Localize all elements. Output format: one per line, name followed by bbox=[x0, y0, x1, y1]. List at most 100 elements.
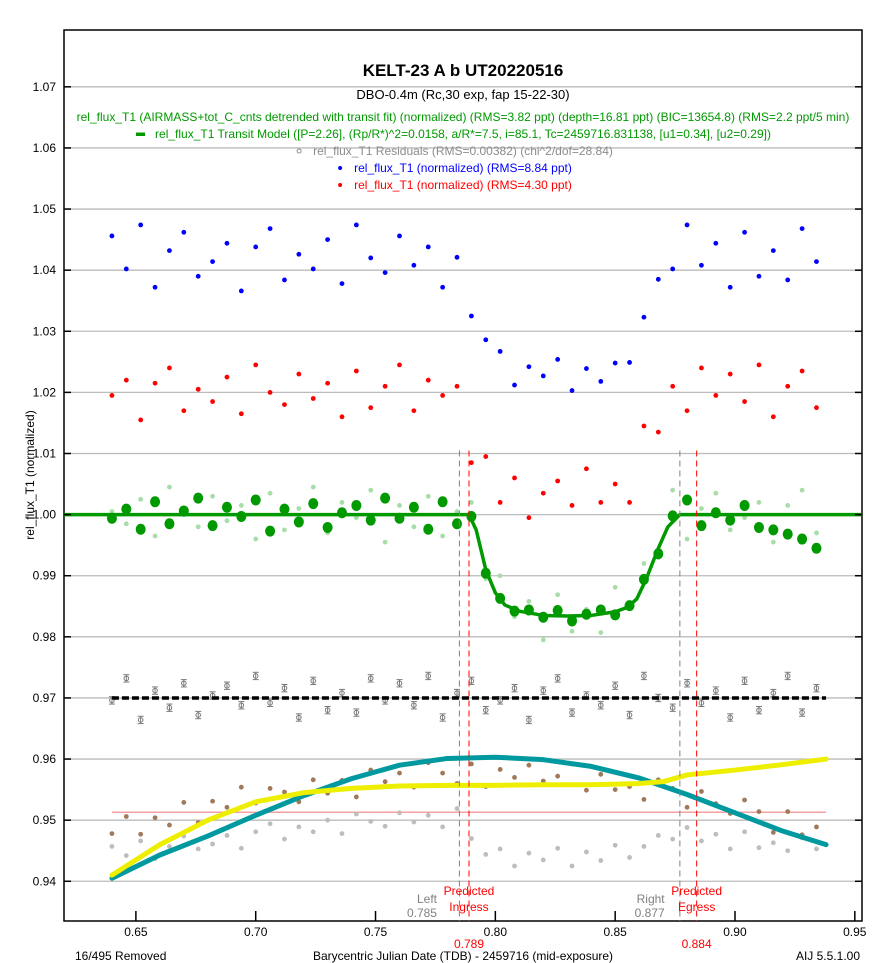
point-red bbox=[727, 371, 733, 377]
transit-model-line bbox=[64, 512, 862, 618]
point-red bbox=[382, 383, 388, 389]
point-red bbox=[770, 414, 776, 420]
point-detrended-binned bbox=[207, 520, 218, 532]
y-tick-label: 0.99 bbox=[33, 569, 57, 583]
point-grey bbox=[440, 824, 446, 830]
point-detrended-binned bbox=[811, 542, 822, 554]
point-tot_C_cnts bbox=[210, 798, 215, 804]
point-grey bbox=[411, 819, 417, 825]
y-tick-label: 0.94 bbox=[33, 874, 57, 888]
point-residuals bbox=[411, 702, 417, 709]
point-residuals bbox=[597, 702, 604, 709]
point-detrended bbox=[296, 506, 302, 511]
point-detrended-binned bbox=[567, 615, 578, 627]
marker-label: Ingress bbox=[449, 900, 488, 914]
point-blue bbox=[540, 373, 546, 379]
point-detrended-binned bbox=[336, 507, 347, 519]
point-detrended-binned bbox=[423, 523, 434, 535]
point-grey bbox=[483, 851, 489, 857]
point-residuals bbox=[569, 709, 575, 716]
point-detrended-binned bbox=[696, 520, 707, 532]
point-blue bbox=[325, 237, 331, 243]
point-blue bbox=[713, 240, 719, 246]
point-red bbox=[598, 499, 604, 505]
point-blue bbox=[181, 229, 187, 235]
marker-value: 0.877 bbox=[635, 906, 665, 920]
point-grey bbox=[224, 833, 230, 838]
point-red bbox=[368, 405, 374, 411]
point-grey bbox=[325, 817, 331, 823]
point-residuals bbox=[813, 685, 820, 691]
point-red bbox=[152, 380, 158, 386]
point-red bbox=[440, 393, 446, 398]
point-residuals bbox=[626, 712, 633, 718]
point-grey bbox=[253, 829, 259, 835]
point-grey bbox=[238, 845, 244, 851]
point-tot_C_cnts bbox=[785, 809, 791, 815]
point-blue bbox=[253, 244, 259, 250]
point-grey bbox=[584, 849, 589, 855]
point-detrended bbox=[569, 628, 575, 634]
point-blue bbox=[699, 262, 704, 268]
point-grey bbox=[569, 863, 575, 869]
point-residuals bbox=[497, 697, 503, 704]
point-red bbox=[497, 499, 503, 505]
point-red bbox=[138, 417, 144, 423]
point-grey bbox=[167, 844, 172, 849]
legend-entry: rel_flux_T1 (AIRMASS+tot_C_cnts detrende… bbox=[77, 110, 850, 124]
point-detrended-binned bbox=[667, 510, 678, 522]
point-red bbox=[325, 380, 331, 386]
point-detrended bbox=[238, 503, 244, 508]
point-grey bbox=[138, 838, 144, 844]
point-grey bbox=[282, 836, 287, 842]
point-detrended bbox=[425, 493, 431, 499]
point-tot_C_cnts bbox=[109, 831, 115, 837]
point-detrended bbox=[195, 524, 201, 530]
point-blue bbox=[167, 248, 172, 254]
point-blue bbox=[627, 360, 632, 365]
point-residuals bbox=[684, 680, 690, 687]
point-detrended-binned bbox=[365, 514, 376, 526]
point-detrended bbox=[468, 499, 474, 505]
point-detrended-binned bbox=[236, 510, 247, 522]
point-blue bbox=[267, 226, 273, 232]
point-blue bbox=[569, 388, 575, 393]
point-residuals bbox=[339, 690, 345, 696]
point-red bbox=[555, 478, 561, 484]
point-red bbox=[468, 460, 474, 466]
point-detrended-binned bbox=[135, 523, 146, 535]
point-residuals bbox=[612, 682, 618, 689]
x-tick-label: 0.65 bbox=[124, 925, 148, 939]
curve-airmass bbox=[109, 756, 829, 878]
point-grey bbox=[770, 840, 776, 846]
x-axis-label: Barycentric Julian Date (TDB) - 2459716 … bbox=[313, 949, 613, 963]
point-grey bbox=[742, 829, 747, 835]
point-blue bbox=[655, 276, 661, 282]
point-grey bbox=[195, 846, 201, 852]
point-grey bbox=[339, 831, 345, 837]
point-grey bbox=[310, 829, 316, 835]
point-residuals bbox=[152, 687, 158, 694]
point-blue bbox=[339, 281, 345, 287]
point-grey bbox=[425, 812, 431, 818]
point-grey bbox=[526, 850, 532, 856]
point-residuals bbox=[425, 673, 432, 679]
point-tot_C_cnts bbox=[526, 762, 532, 768]
point-detrended bbox=[727, 527, 733, 533]
point-blue bbox=[483, 337, 489, 343]
point-grey bbox=[497, 846, 503, 852]
marker-label: Egress bbox=[678, 900, 715, 914]
point-red bbox=[339, 414, 345, 420]
point-detrended-binned bbox=[437, 496, 448, 508]
point-grey bbox=[296, 824, 302, 830]
point-blue bbox=[382, 270, 388, 276]
point-detrended bbox=[799, 487, 805, 493]
y-axis-label: rel_flux_T1 (normalized) bbox=[23, 410, 37, 539]
point-residuals bbox=[396, 680, 403, 687]
point-detrended-binned bbox=[351, 499, 362, 511]
y-tick-label: 0.96 bbox=[33, 752, 57, 766]
point-detrended bbox=[368, 487, 374, 493]
point-red bbox=[799, 368, 805, 374]
y-tick-label: 1.03 bbox=[33, 324, 57, 338]
point-residuals bbox=[267, 700, 273, 706]
